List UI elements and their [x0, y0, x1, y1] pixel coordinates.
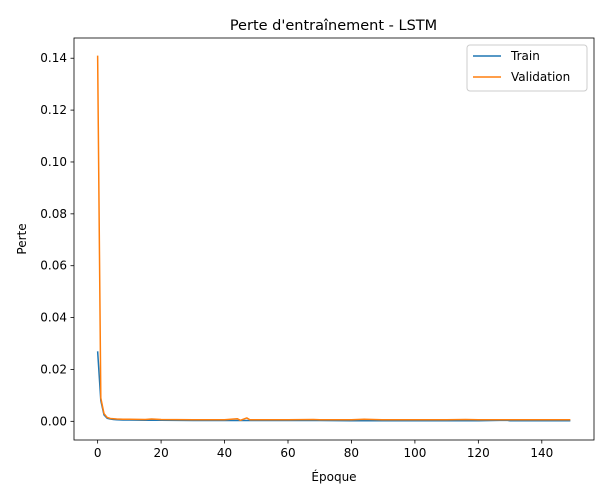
- y-tick-label: 0.04: [40, 311, 67, 325]
- legend: Train Validation: [466, 44, 588, 92]
- x-tick-label: 20: [153, 446, 168, 460]
- x-tick-label: 120: [467, 446, 490, 460]
- chart-title: Perte d'entraînement - LSTM: [230, 18, 437, 34]
- x-tick-label: 40: [217, 446, 232, 460]
- y-tick-label: 0.08: [40, 207, 67, 221]
- x-axis-label: Époque: [311, 469, 356, 484]
- x-tick-label: 140: [530, 446, 553, 460]
- legend-label-0: Train: [510, 49, 540, 63]
- x-tick-label: 0: [94, 446, 102, 460]
- y-tick-label: 0.14: [40, 51, 67, 65]
- y-tick-label: 0.12: [40, 103, 67, 117]
- y-axis: 0.00 0.02 0.04 0.06 0.08 0.10 0.12 0.14: [40, 51, 74, 428]
- series-layer: [96, 55, 571, 422]
- y-tick-label: 0.02: [40, 362, 67, 376]
- legend-label-1: Validation: [511, 70, 570, 84]
- axes-frame: [73, 37, 595, 441]
- x-tick-label: 100: [403, 446, 426, 460]
- x-tick-label: 60: [280, 446, 295, 460]
- y-tick-label: 0.10: [40, 155, 67, 169]
- x-axis: 0 20 40 60 80 100 120 140: [94, 440, 553, 460]
- legend-items: Train Validation: [473, 49, 570, 84]
- plot-area: 0 20 40 60 80 100 120 140 0.000.020.040.060.080…: [40, 37, 595, 460]
- x-tick-label: 80: [344, 446, 359, 460]
- y-axis-label: Perte: [15, 223, 29, 254]
- series-line-1: [96, 55, 571, 422]
- y-tick-label: 0.00: [40, 414, 67, 428]
- y-tick-label: 0.06: [40, 259, 67, 273]
